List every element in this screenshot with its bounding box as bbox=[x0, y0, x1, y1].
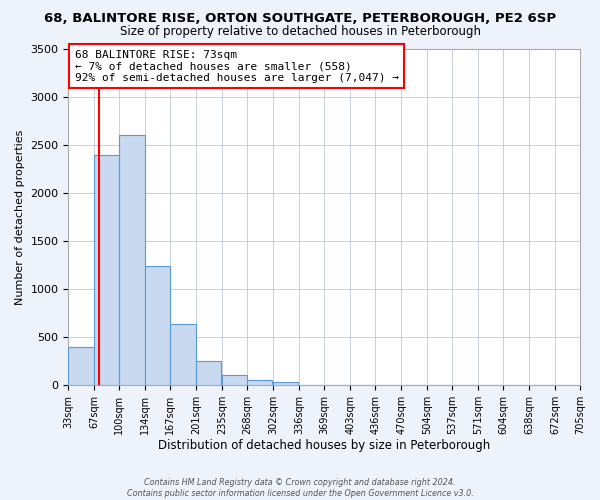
X-axis label: Distribution of detached houses by size in Peterborough: Distribution of detached houses by size … bbox=[158, 440, 490, 452]
Y-axis label: Number of detached properties: Number of detached properties bbox=[15, 129, 25, 304]
Bar bbox=[247, 380, 272, 385]
Text: 68, BALINTORE RISE, ORTON SOUTHGATE, PETERBOROUGH, PE2 6SP: 68, BALINTORE RISE, ORTON SOUTHGATE, PET… bbox=[44, 12, 556, 26]
Bar bbox=[68, 348, 94, 385]
Bar bbox=[145, 266, 170, 385]
Bar bbox=[222, 376, 247, 385]
Text: 68 BALINTORE RISE: 73sqm
← 7% of detached houses are smaller (558)
92% of semi-d: 68 BALINTORE RISE: 73sqm ← 7% of detache… bbox=[74, 50, 398, 83]
Bar bbox=[273, 382, 298, 385]
Text: Contains HM Land Registry data © Crown copyright and database right 2024.
Contai: Contains HM Land Registry data © Crown c… bbox=[127, 478, 473, 498]
Bar bbox=[94, 154, 119, 385]
Bar bbox=[196, 361, 221, 385]
Text: Size of property relative to detached houses in Peterborough: Size of property relative to detached ho… bbox=[119, 25, 481, 38]
Bar bbox=[119, 136, 145, 385]
Bar bbox=[170, 324, 196, 385]
